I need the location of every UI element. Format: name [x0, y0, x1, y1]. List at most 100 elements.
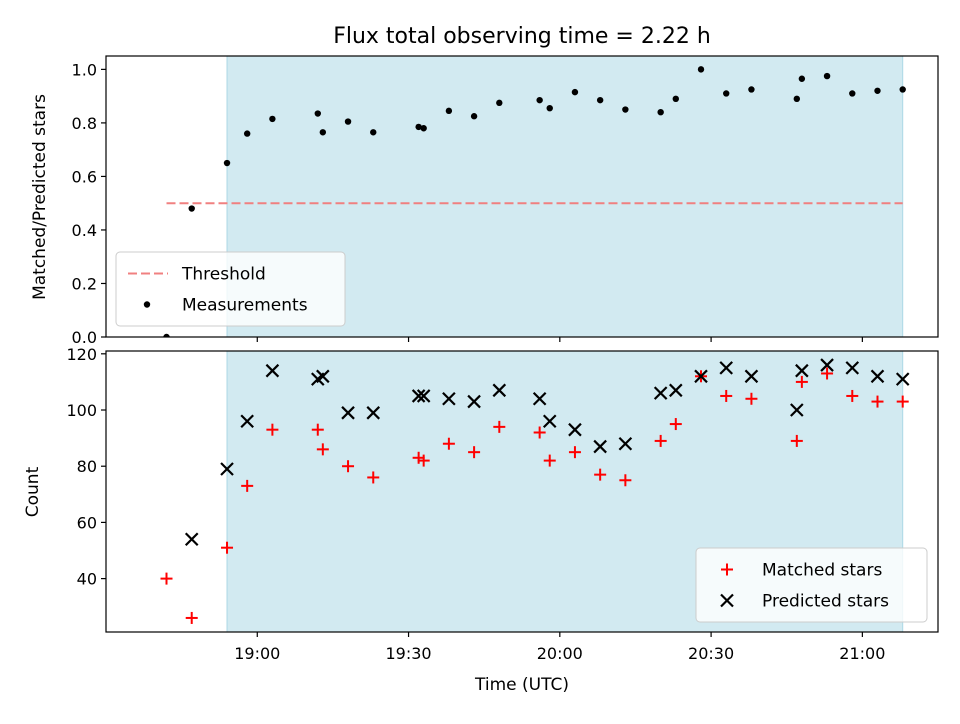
data-point — [618, 436, 633, 451]
data-point — [845, 361, 860, 375]
data-point — [798, 75, 806, 82]
y-tick-label: 100 — [66, 401, 97, 420]
data-point — [269, 115, 276, 123]
data-point — [367, 471, 380, 484]
x-stroke-b — [316, 369, 330, 384]
legend-marker — [143, 301, 151, 308]
y-tick-label: 80 — [77, 457, 97, 476]
series-2 — [184, 358, 910, 547]
y-tick-label: 0.2 — [72, 274, 97, 293]
data-point — [849, 90, 856, 97]
data-point — [243, 130, 251, 137]
x-stroke-b — [411, 389, 426, 403]
legend-marker — [721, 563, 733, 576]
legend-label: Matched stars — [762, 561, 882, 581]
data-point — [874, 87, 881, 94]
data-point — [420, 125, 427, 132]
data-point — [823, 72, 831, 80]
data-point — [672, 95, 679, 103]
x-stroke-b — [442, 391, 456, 406]
data-point — [654, 434, 667, 447]
data-point — [546, 104, 553, 112]
data-point — [821, 367, 834, 380]
data-point — [467, 394, 481, 409]
x-tick-label: 21:00 — [839, 644, 885, 663]
panel-1: 0.0 0.2 0.4 0.6 0.8 1.0 Threshold Measurements — [72, 55, 939, 347]
data-point — [416, 389, 431, 403]
x-stroke-b — [416, 389, 431, 403]
data-point — [795, 363, 809, 378]
x-axis-label: Time (UTC) — [474, 675, 569, 695]
x-stroke-b — [220, 462, 234, 476]
data-point — [344, 118, 352, 125]
data-point — [744, 369, 759, 384]
data-point — [596, 96, 604, 104]
legend-label: Threshold — [181, 265, 266, 285]
data-point — [657, 109, 664, 116]
x-stroke-b — [744, 369, 759, 384]
data-point — [593, 439, 607, 454]
data-point — [896, 395, 909, 408]
x-stroke-b — [719, 361, 733, 375]
legend-entry: Predicted stars — [720, 592, 889, 612]
data-point — [543, 454, 556, 467]
data-point — [669, 418, 682, 431]
legend-entry: Matched stars — [721, 561, 882, 581]
y-tick-label: 60 — [77, 513, 97, 532]
bottom-y-axis-label: Count — [23, 466, 43, 517]
data-point — [470, 113, 478, 120]
series-1 — [160, 367, 909, 624]
x-stroke-b — [366, 406, 381, 420]
data-point — [221, 541, 234, 554]
data-point — [265, 363, 280, 378]
data-point — [163, 333, 170, 337]
y-tick-label: 0.0 — [72, 328, 97, 347]
data-point — [160, 572, 173, 585]
data-point — [653, 386, 668, 400]
x-tick-label: 19:00 — [234, 644, 280, 663]
data-point — [846, 389, 859, 402]
x-tick-label: 20:00 — [537, 644, 583, 663]
data-point — [795, 375, 808, 388]
data-marks — [163, 66, 906, 337]
legend-box — [695, 547, 928, 623]
data-point — [720, 389, 733, 402]
data-point — [871, 395, 884, 408]
data-point — [442, 391, 456, 406]
data-point — [697, 66, 705, 73]
data-point — [341, 406, 355, 420]
series-1 — [163, 66, 906, 337]
data-point — [694, 369, 708, 384]
y-tick-label: 0.6 — [72, 167, 97, 186]
y-tick-label: 0.8 — [72, 114, 97, 133]
data-point — [415, 123, 422, 131]
x-stroke-b — [820, 358, 834, 372]
x-stroke-b — [593, 439, 607, 454]
data-point — [366, 406, 381, 420]
data-point — [316, 369, 330, 384]
data-point — [185, 611, 198, 624]
data-point — [870, 369, 885, 384]
data-point — [188, 205, 195, 212]
data-point — [492, 383, 507, 398]
data-point — [745, 392, 758, 405]
data-point — [723, 90, 730, 97]
x-stroke-b — [795, 363, 809, 378]
data-point — [220, 462, 234, 476]
x-stroke-b — [532, 391, 547, 406]
axes-frame — [105, 55, 939, 338]
panel-2: 40 60 80 100 120 19:00 19:30 20:00 20:30 21:00 Mat… — [66, 345, 939, 663]
data-point — [542, 414, 557, 429]
x-stroke-b — [653, 386, 668, 400]
legend: Matched stars Predicted stars — [695, 547, 928, 623]
data-point — [820, 358, 834, 372]
data-point — [184, 532, 199, 547]
data-point — [319, 129, 327, 136]
data-point — [370, 129, 377, 136]
legend-entry: Threshold — [128, 265, 266, 285]
plot-panels: 0.0 0.2 0.4 0.6 0.8 1.0 Threshold Measurements 4… — [66, 55, 939, 663]
data-point — [790, 403, 804, 417]
data-point — [442, 437, 455, 450]
data-point — [568, 446, 581, 459]
x-stroke-b — [492, 383, 507, 398]
